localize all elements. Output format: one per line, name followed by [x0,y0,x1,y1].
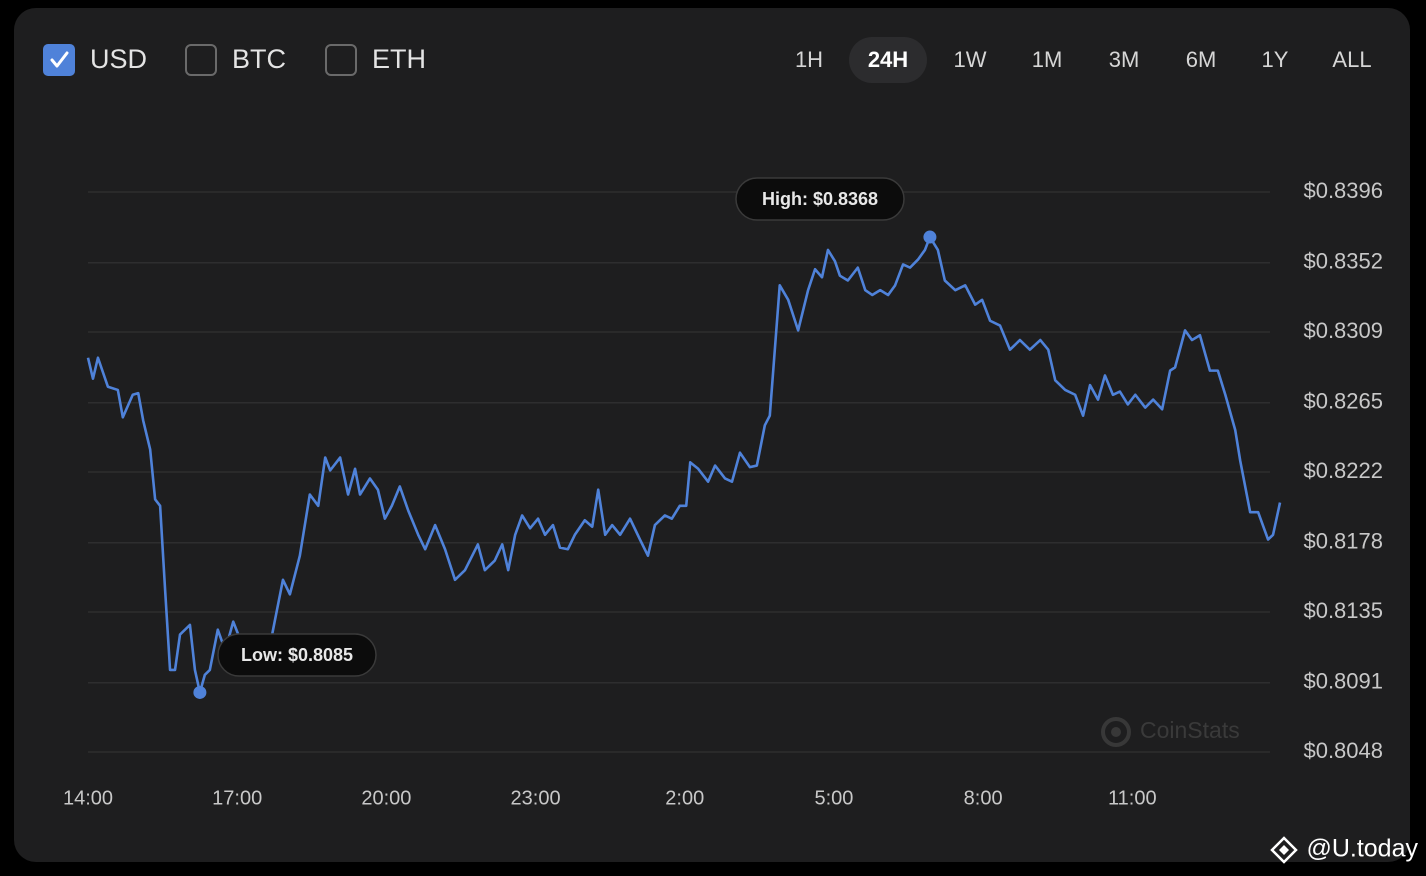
x-tick-label: 20:00 [361,787,411,809]
currency-label[interactable]: ETH [372,44,426,74]
source: @U.today [1306,835,1418,863]
checkbox-checked[interactable] [43,44,75,76]
range-label[interactable]: 1M [1032,47,1063,72]
range-button-active-bg[interactable] [849,37,927,83]
range-label[interactable]: 6M [1186,47,1217,72]
checkbox[interactable] [325,44,357,76]
range-label[interactable]: 3M [1109,47,1140,72]
source-logo [1270,836,1298,864]
currency-label[interactable]: BTC [232,44,286,74]
range-button[interactable]: 1Y [1262,47,1289,72]
x-tick-label: 11:00 [1108,787,1157,809]
y-tick-label: $0.8091 [1303,669,1383,694]
y-tick-label: $0.8309 [1303,318,1383,343]
range-button[interactable]: 3M [1109,47,1140,72]
y-tick-label: $0.8178 [1303,529,1383,554]
x-tick-label: 17:00 [212,787,262,809]
high-tooltip [735,177,905,221]
currency-checkbox[interactable]: USD [43,44,147,76]
y-tick-label: $0.8352 [1303,249,1383,274]
x-tick-label: 8:00 [964,787,1003,809]
y-tick-label: $0.8396 [1303,178,1383,203]
y-tick-label: $0.8265 [1303,389,1383,414]
check-mark [50,51,69,68]
coinstats-logo [1101,717,1131,747]
x-tick-label: 14:00 [63,787,113,809]
currency-checkbox[interactable]: BTC [185,44,286,76]
currency-label[interactable]: USD [90,44,147,74]
x-tick-label: 23:00 [511,787,561,809]
range-label[interactable]: 24H [868,47,908,72]
high-label: High: $0.8368 [762,189,878,209]
range-label[interactable]: ALL [1332,47,1371,72]
low-tooltip [217,633,377,677]
range-button[interactable]: 1W [954,47,987,72]
watermark: CoinStats [1140,717,1240,743]
x-tick-label: 5:00 [814,787,853,809]
high-marker [923,230,937,244]
currency-checkbox[interactable]: ETH [325,44,426,76]
range-button[interactable]: ALL [1332,47,1371,72]
y-tick-label: $0.8135 [1303,598,1383,623]
x-tick-label: 2:00 [665,787,704,809]
y-tick-label: $0.8222 [1303,458,1383,483]
low-label: Low: $0.8085 [241,645,353,665]
range-button[interactable]: 1H [795,47,823,72]
range-button[interactable]: 1M [1032,47,1063,72]
range-label[interactable]: 1Y [1262,47,1289,72]
range-label[interactable]: 1W [954,47,987,72]
checkbox[interactable] [185,44,217,76]
range-button[interactable]: 24H [849,37,927,83]
low-marker [193,685,207,699]
y-tick-label: $0.8048 [1303,738,1383,763]
range-button[interactable]: 6M [1186,47,1217,72]
range-label[interactable]: 1H [795,47,823,72]
